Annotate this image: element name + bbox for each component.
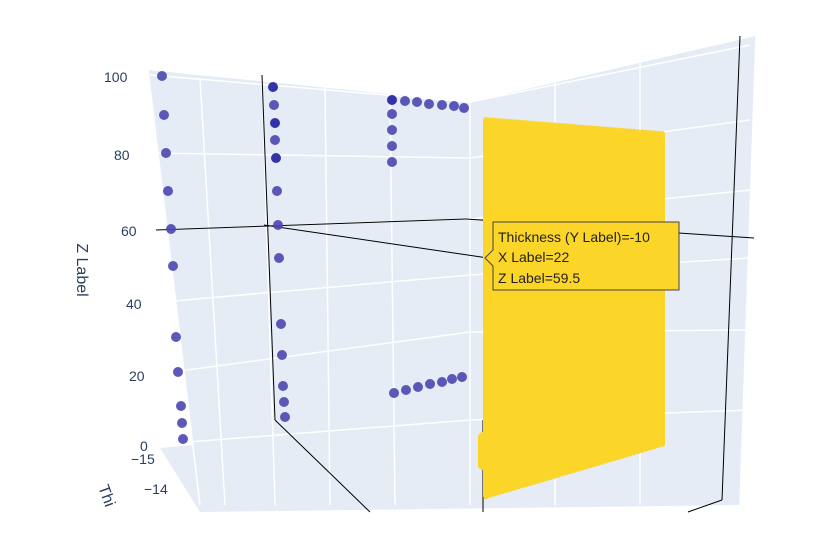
data-point — [457, 372, 467, 382]
data-point — [274, 253, 284, 263]
data-point — [279, 397, 289, 407]
data-point — [271, 153, 281, 163]
data-point — [437, 377, 447, 387]
data-point — [413, 382, 423, 392]
surface-layer — [478, 117, 665, 499]
data-point — [166, 224, 176, 234]
gridline — [149, 331, 471, 376]
data-point — [437, 100, 447, 110]
data-point — [269, 100, 279, 110]
data-point — [270, 118, 280, 128]
z-axis-title: Z Label — [73, 243, 90, 296]
gridline — [147, 69, 201, 506]
gridline — [149, 419, 471, 446]
data-point — [159, 110, 169, 120]
data-point — [178, 434, 188, 444]
left-wall — [148, 70, 470, 505]
data-point — [387, 141, 397, 151]
data-point — [280, 412, 290, 422]
data-point — [272, 186, 282, 196]
data-point — [268, 82, 278, 92]
data-point — [400, 96, 410, 106]
hover-line: X Label=22 — [498, 249, 569, 265]
gridline — [199, 77, 226, 506]
z-tick-label: 20 — [129, 368, 145, 384]
hover-tooltip: Thickness (Y Label)=-10 X Label=22 Z Lab… — [484, 221, 680, 291]
gridline — [469, 44, 751, 103]
floor — [160, 420, 740, 512]
data-point — [163, 186, 173, 196]
gridline — [149, 152, 471, 159]
y-tick-label: −14 — [144, 481, 168, 497]
data-point — [387, 109, 397, 119]
gridline — [739, 35, 757, 506]
surface-tab — [648, 360, 658, 392]
data-point — [459, 103, 469, 113]
data-point — [276, 319, 286, 329]
data-point — [425, 379, 435, 389]
z-axis-ticks: 0 20 40 60 80 100 — [104, 69, 148, 454]
surface-tab — [478, 432, 490, 470]
gridline — [149, 274, 471, 304]
data-point — [157, 71, 167, 81]
data-point — [389, 388, 399, 398]
y-axis-title: Thi — [94, 483, 118, 510]
data-point — [161, 148, 171, 158]
data-point — [277, 350, 287, 360]
data-point — [412, 97, 422, 107]
data-point — [273, 220, 283, 230]
data-point — [424, 99, 434, 109]
data-point — [270, 135, 280, 145]
data-point — [401, 385, 411, 395]
gridline — [261, 77, 276, 506]
z-tick-label: 40 — [126, 296, 142, 312]
data-point — [447, 374, 457, 384]
data-point — [173, 367, 183, 377]
points-layer — [157, 71, 469, 444]
data-point — [387, 157, 397, 167]
data-point — [171, 332, 181, 342]
y-tick-label: −15 — [131, 451, 155, 467]
hover-line: Z Label=59.5 — [498, 270, 580, 286]
data-point — [449, 101, 459, 111]
data-point — [168, 261, 178, 271]
z-tick-label: 0 — [140, 438, 148, 454]
data-point — [278, 381, 288, 391]
data-point — [177, 418, 187, 428]
data-point — [387, 95, 397, 105]
z-tick-label: 100 — [104, 69, 128, 85]
z-tick-label: 60 — [121, 223, 137, 239]
hover-line: Thickness (Y Label)=-10 — [498, 229, 650, 245]
data-point — [387, 125, 397, 135]
z-tick-label: 80 — [114, 147, 130, 163]
data-point — [176, 401, 186, 411]
